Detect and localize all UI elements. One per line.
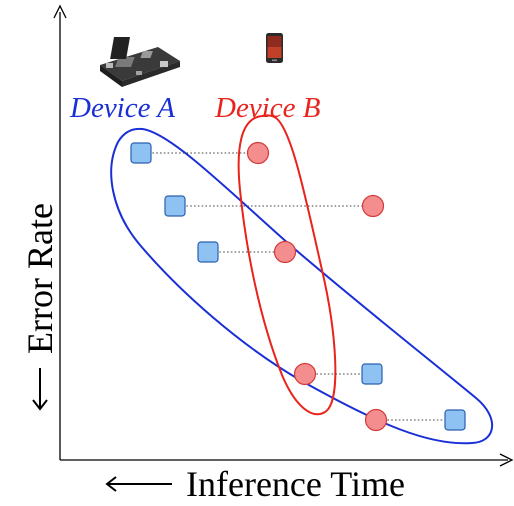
device-b-point — [293, 362, 317, 386]
x-axis-arrowhead — [499, 453, 514, 467]
device-b-point — [364, 408, 388, 432]
left-arrow-icon — [105, 476, 172, 492]
y-axis-label: Error Rate — [20, 203, 60, 412]
device-a-hull — [110, 127, 494, 445]
smartphone-icon — [266, 33, 283, 63]
device-a-markers — [130, 142, 466, 431]
device-a-label: Device A — [70, 92, 175, 124]
device-b-point — [273, 240, 297, 264]
x-axis-label-text: Inference Time — [186, 464, 405, 504]
device-b-point — [246, 141, 270, 165]
device-a-point — [164, 195, 186, 217]
device-b-markers — [246, 141, 388, 432]
device-a-point — [130, 142, 152, 164]
y-axis-arrowhead — [53, 4, 67, 19]
down-arrow-icon — [32, 368, 48, 411]
y-axis-label-text: Error Rate — [20, 203, 60, 354]
connectors — [141, 152, 455, 421]
device-b-label: Device B — [215, 92, 321, 124]
device-a-point — [444, 409, 466, 431]
device-b-hull — [237, 114, 337, 416]
device-b-point — [361, 194, 385, 218]
device-a-point — [197, 241, 219, 263]
circuit-board-icon — [100, 37, 180, 87]
axes — [53, 4, 514, 467]
device-a-point — [361, 363, 383, 385]
x-axis-label: Inference Time — [104, 466, 405, 502]
